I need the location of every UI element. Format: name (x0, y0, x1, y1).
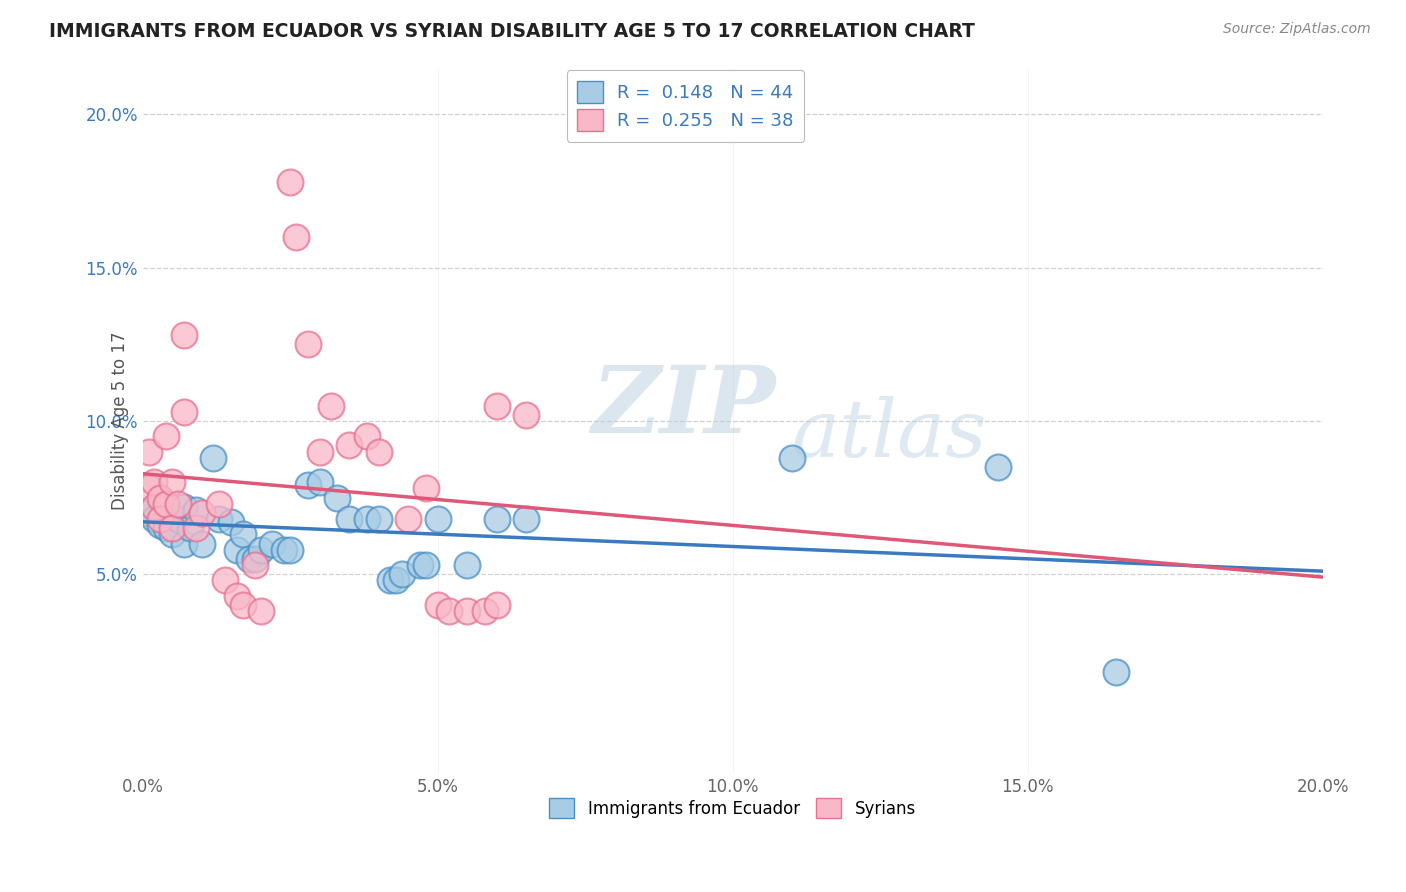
Point (208, 512, 231, 526)
Point (273, 542, 295, 557)
Point (143, 500, 166, 514)
Point (143, 512, 166, 526)
Text: atlas: atlas (792, 396, 987, 474)
Point (249, 604, 271, 618)
Point (367, 444, 389, 458)
Point (232, 598, 254, 612)
Point (326, 491, 349, 505)
Point (219, 515, 242, 529)
Point (515, 408, 537, 422)
Point (321, 399, 343, 413)
Point (439, 604, 461, 618)
Point (184, 521, 207, 535)
Legend: Immigrants from Ecuador, Syrians: Immigrants from Ecuador, Syrians (543, 791, 922, 825)
Y-axis label: Disability Age 5 to 17: Disability Age 5 to 17 (111, 332, 129, 510)
Text: IMMIGRANTS FROM ECUADOR VS SYRIAN DISABILITY AGE 5 TO 17 CORRELATION CHART: IMMIGRANTS FROM ECUADOR VS SYRIAN DISABI… (49, 22, 976, 41)
Point (380, 574, 402, 588)
Point (155, 497, 177, 511)
Point (485, 512, 508, 526)
Point (337, 438, 360, 452)
Point (243, 552, 266, 566)
Point (238, 552, 260, 566)
Text: Source: ZipAtlas.com: Source: ZipAtlas.com (1223, 22, 1371, 37)
Point (190, 506, 212, 520)
Point (167, 497, 190, 511)
Point (356, 512, 378, 526)
Point (173, 328, 195, 343)
Point (226, 542, 249, 557)
Point (160, 475, 183, 490)
Point (262, 536, 284, 550)
Point (415, 558, 437, 572)
Point (160, 508, 183, 523)
Point (456, 558, 478, 572)
Point (149, 491, 172, 505)
Point (149, 512, 172, 526)
Point (155, 429, 177, 443)
Point (415, 482, 437, 496)
Point (149, 491, 172, 505)
Point (308, 444, 330, 458)
Point (396, 512, 419, 526)
Point (138, 506, 160, 520)
Point (138, 444, 160, 458)
Point (167, 512, 190, 526)
Point (367, 512, 389, 526)
Point (155, 521, 177, 535)
Point (243, 558, 266, 572)
Point (190, 536, 212, 550)
Point (249, 542, 271, 557)
Point (184, 503, 207, 517)
Point (173, 500, 195, 514)
Point (426, 512, 449, 526)
Point (202, 450, 225, 465)
Point (278, 175, 301, 189)
Point (173, 405, 195, 419)
Point (226, 589, 249, 603)
Text: ZIP: ZIP (591, 362, 775, 452)
Point (1105, 665, 1128, 680)
Point (485, 399, 508, 413)
Point (780, 450, 803, 465)
Point (474, 604, 496, 618)
Point (214, 574, 236, 588)
Point (173, 536, 195, 550)
Point (297, 478, 319, 492)
Point (138, 482, 160, 496)
Point (337, 512, 360, 526)
Point (149, 518, 172, 533)
Point (208, 497, 231, 511)
Point (385, 574, 408, 588)
Point (143, 475, 166, 490)
Point (426, 598, 449, 612)
Point (456, 604, 478, 618)
Point (987, 459, 1010, 474)
Point (232, 527, 254, 541)
Point (297, 337, 319, 351)
Point (160, 527, 183, 541)
Point (515, 512, 537, 526)
Point (409, 558, 432, 572)
Point (179, 521, 201, 535)
Point (143, 500, 166, 514)
Point (160, 521, 183, 535)
Point (155, 497, 177, 511)
Point (308, 475, 330, 490)
Point (285, 230, 308, 244)
Point (356, 429, 378, 443)
Point (485, 598, 508, 612)
Point (391, 567, 413, 582)
Point (278, 542, 301, 557)
